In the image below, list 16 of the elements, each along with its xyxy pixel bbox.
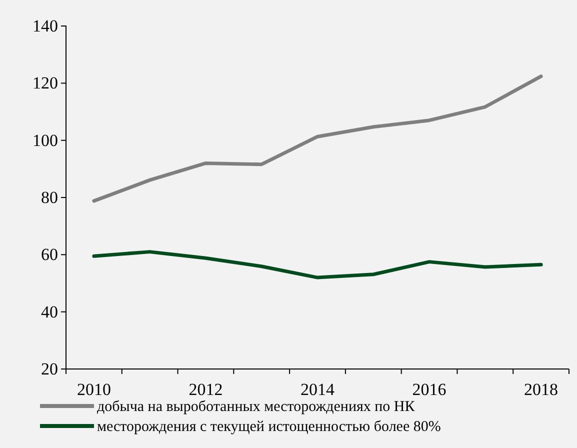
y-tick-label: 40 [41,302,58,322]
legend-label: месторождения с текущей истощенностью более 80% [97,419,441,435]
x-tick-label: 2010 [76,380,111,399]
y-tick-label: 100 [32,130,58,150]
x-tick-label: 2014 [300,380,335,399]
y-tick-label: 120 [32,74,58,93]
y-tick-label: 140 [32,16,58,36]
legend-label: добыча на выроботанных месторождениях по НК [97,399,416,415]
x-tick-label: 2018 [524,380,558,399]
x-tick-label: 2012 [188,380,223,399]
line-series [92,74,543,203]
x-tick-label: 2016 [412,380,446,399]
line-series [92,250,543,280]
y-tick-label: 60 [41,245,58,264]
y-tick-label: 80 [41,188,58,207]
y-tick-label: 20 [41,359,58,378]
